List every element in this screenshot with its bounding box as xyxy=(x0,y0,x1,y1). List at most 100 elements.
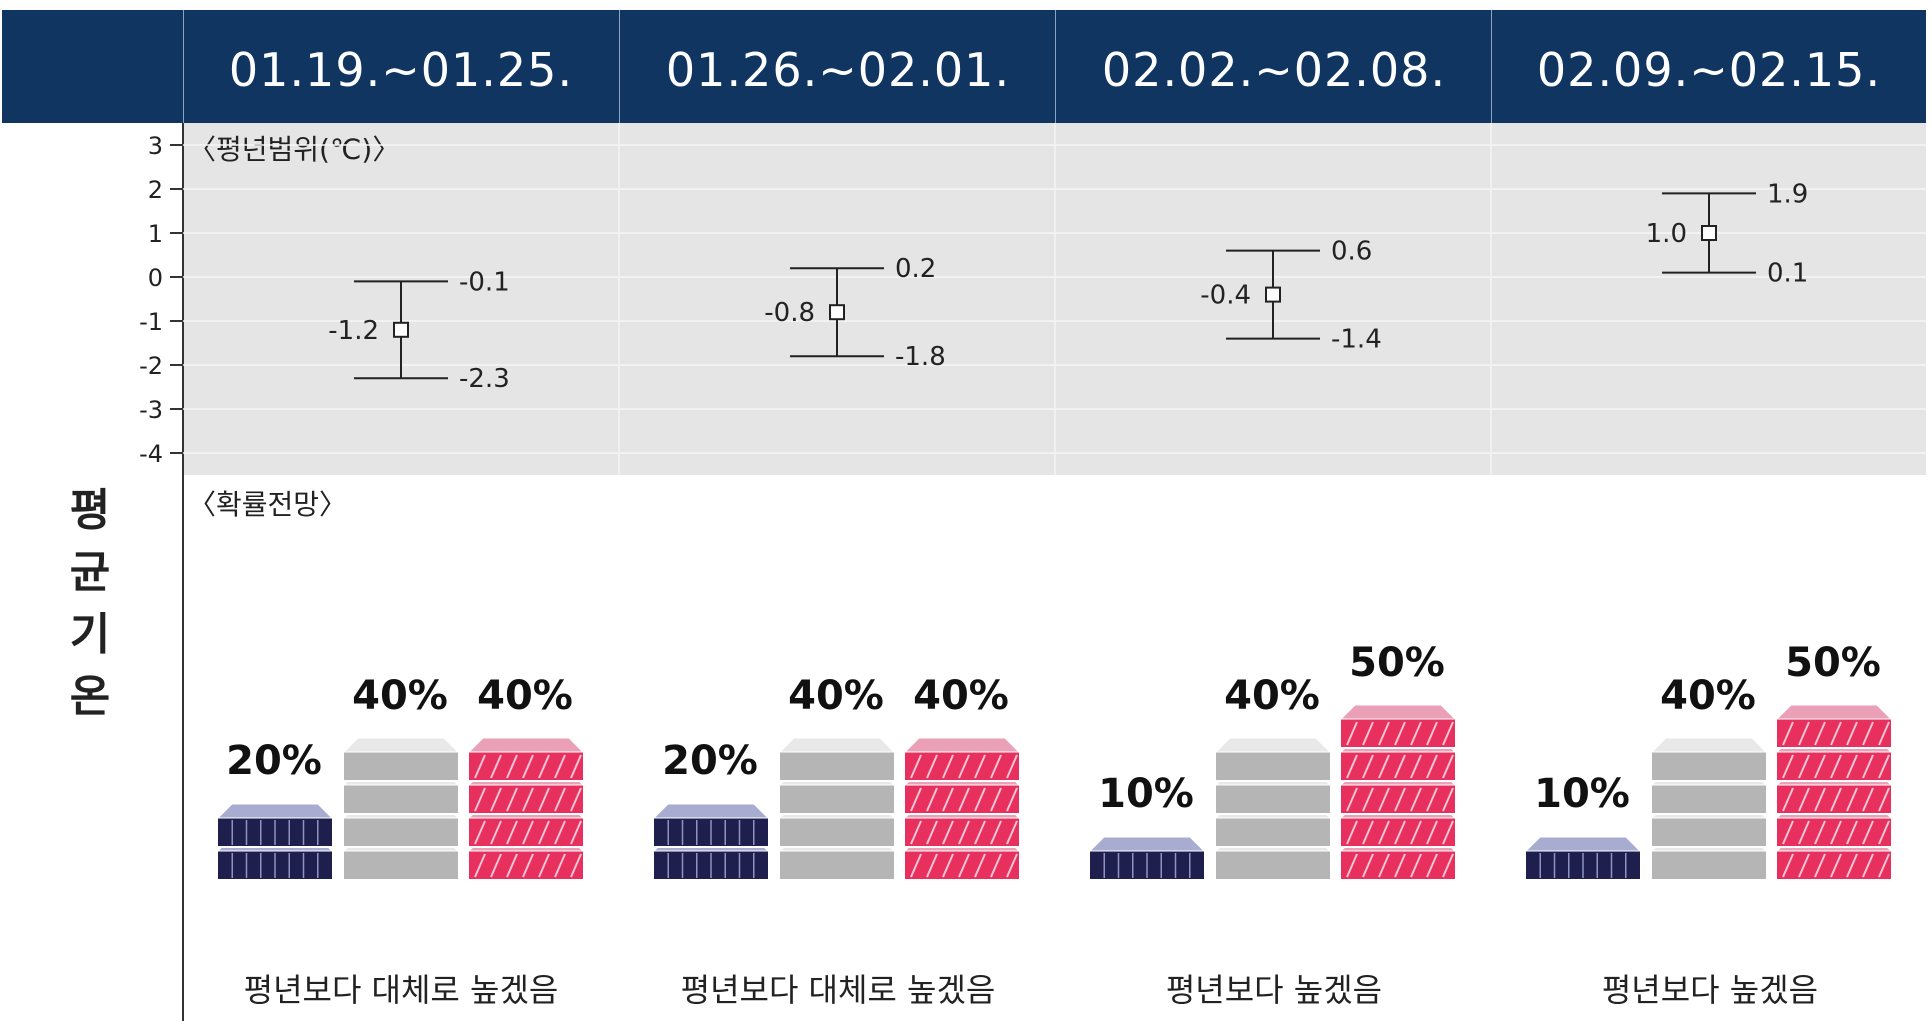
y-tick-label: 3 xyxy=(148,132,163,160)
pct-label-normal-1: 40% xyxy=(352,673,448,719)
cube-hatch xyxy=(1862,820,1874,845)
cube-front-above xyxy=(905,752,1019,781)
cube-top-above xyxy=(467,737,585,753)
cube-hatch xyxy=(506,820,518,845)
cube-hatch xyxy=(1006,853,1018,878)
cube-front-above xyxy=(469,752,583,781)
cube-hatch xyxy=(490,787,502,812)
cube-hatch xyxy=(1846,754,1858,779)
cube-hatch xyxy=(1362,721,1374,746)
period-header xyxy=(2,10,1926,123)
verdict-label-4: 평년보다 높겠음 xyxy=(1601,971,1819,1009)
verdict-label-1: 평년보다 대체로 높겠음 xyxy=(243,971,559,1009)
cube-hatch xyxy=(1862,853,1874,878)
cube-hatch xyxy=(522,787,534,812)
cube-hatch xyxy=(990,787,1002,812)
cube-hatch xyxy=(570,820,582,845)
cube-hatch xyxy=(1346,820,1358,845)
cube-hatch xyxy=(1878,853,1890,878)
cube-hatch xyxy=(490,820,502,845)
y-tick-label: 1 xyxy=(148,220,163,248)
cube-hatch xyxy=(1362,787,1374,812)
cube-hatch xyxy=(1782,754,1794,779)
cube-hatch xyxy=(990,820,1002,845)
cube-hatch xyxy=(1346,754,1358,779)
cube-hatch xyxy=(926,754,938,779)
range-lower-label: -1.8 xyxy=(895,342,946,372)
cube-front-above xyxy=(905,851,1019,880)
cube-hatch xyxy=(926,820,938,845)
pct-label-above-1: 40% xyxy=(477,673,573,719)
cube-hatch xyxy=(554,820,566,845)
cube-front-normal xyxy=(780,851,894,880)
y-tick-label: 0 xyxy=(148,264,163,292)
range-upper-label: 1.9 xyxy=(1767,179,1808,209)
header-divider xyxy=(1055,10,1056,123)
cube-hatch xyxy=(942,820,954,845)
pct-label-normal-4: 40% xyxy=(1660,673,1756,719)
cube-hatch xyxy=(1830,721,1842,746)
cube-hatch xyxy=(1814,820,1826,845)
y-tick-label: -4 xyxy=(139,440,163,468)
cube-hatch xyxy=(990,754,1002,779)
cube-hatch xyxy=(1006,787,1018,812)
cube-hatch xyxy=(1782,853,1794,878)
cube-front-above xyxy=(1341,851,1455,880)
header-divider xyxy=(183,10,184,123)
cube-hatch xyxy=(570,853,582,878)
cube-hatch xyxy=(1442,721,1454,746)
cube-hatch xyxy=(1878,787,1890,812)
cube-hatch xyxy=(974,820,986,845)
cube-front-normal xyxy=(1216,752,1330,781)
cube-hatch xyxy=(554,853,566,878)
cube-hatch xyxy=(1378,787,1390,812)
cube-hatch xyxy=(1410,787,1422,812)
row-title-char: 기 xyxy=(69,609,111,660)
cube-hatch xyxy=(1878,721,1890,746)
pct-label-above-4: 50% xyxy=(1785,640,1881,686)
cube-hatch xyxy=(474,754,486,779)
cube-front-above xyxy=(1777,818,1891,847)
cube-hatch xyxy=(1878,820,1890,845)
cube-hatch xyxy=(1362,820,1374,845)
cube-hatch xyxy=(1830,754,1842,779)
cube-hatch xyxy=(522,853,534,878)
cube-hatch xyxy=(974,754,986,779)
period-label-2: 01.26.~02.01. xyxy=(665,43,1011,97)
cube-hatch xyxy=(958,754,970,779)
cube-hatch xyxy=(1782,820,1794,845)
cube-front-above xyxy=(905,818,1019,847)
cube-front-normal xyxy=(780,752,894,781)
cube-hatch xyxy=(490,754,502,779)
verdict-label-2: 평년보다 대체로 높겠음 xyxy=(680,971,996,1009)
cube-hatch xyxy=(1442,853,1454,878)
cube-hatch xyxy=(1378,754,1390,779)
cube-hatch xyxy=(1394,787,1406,812)
cube-hatch xyxy=(942,787,954,812)
cube-front-normal xyxy=(344,785,458,814)
cube-hatch xyxy=(1006,820,1018,845)
pct-label-normal-2: 40% xyxy=(788,673,884,719)
cube-front-normal xyxy=(344,752,458,781)
cube-hatch xyxy=(506,787,518,812)
cube-top-normal xyxy=(342,737,460,753)
cube-top-normal xyxy=(1650,737,1768,753)
cube-hatch xyxy=(1394,853,1406,878)
cube-hatch xyxy=(1362,853,1374,878)
cube-hatch xyxy=(958,787,970,812)
y-tick-label: -1 xyxy=(139,308,163,336)
cube-hatch xyxy=(1426,754,1438,779)
cube-hatch xyxy=(1846,721,1858,746)
pct-label-above-3: 50% xyxy=(1349,640,1445,686)
cube-hatch xyxy=(522,754,534,779)
y-axis-line xyxy=(182,123,184,1021)
range-center-marker xyxy=(1701,225,1717,241)
cube-hatch xyxy=(506,754,518,779)
cube-hatch xyxy=(1378,721,1390,746)
cube-hatch xyxy=(474,820,486,845)
cube-front-above xyxy=(469,785,583,814)
range-upper-label: 0.6 xyxy=(1331,237,1372,267)
cube-top-normal xyxy=(778,737,896,753)
cube-front-normal xyxy=(1652,752,1766,781)
cube-hatch xyxy=(1798,820,1810,845)
